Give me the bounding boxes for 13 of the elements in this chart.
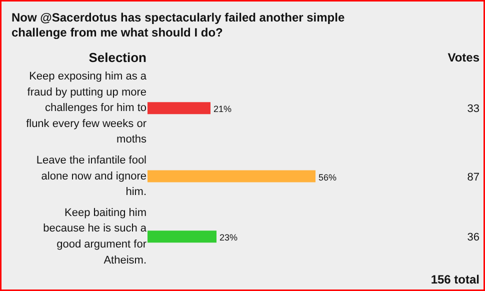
data-label: 21%: [214, 104, 232, 114]
y-tick-label: Keep exposing him as a fraud by putting up more challenges for him to flunk every few weeks or moths: [26, 70, 148, 146]
chart-title: Now @Sacerdotus has spectacularly failed another simple challenge from me what should I do?: [12, 10, 345, 40]
text: 156 total: [430, 272, 480, 286]
y-axis-title: Selection: [88, 50, 147, 65]
data-label: 56%: [318, 172, 337, 182]
data-label: 23%: [220, 232, 238, 243]
text: 33: [467, 103, 480, 116]
y-tick-label: Leave the infantile fool alone now and ignore him.: [36, 154, 147, 198]
text: 87: [467, 171, 480, 184]
y-tick-label: Keep baiting him because he is such a good argument for Atheism.: [43, 206, 148, 266]
text: 36: [467, 232, 480, 244]
text: Votes: [448, 50, 480, 64]
